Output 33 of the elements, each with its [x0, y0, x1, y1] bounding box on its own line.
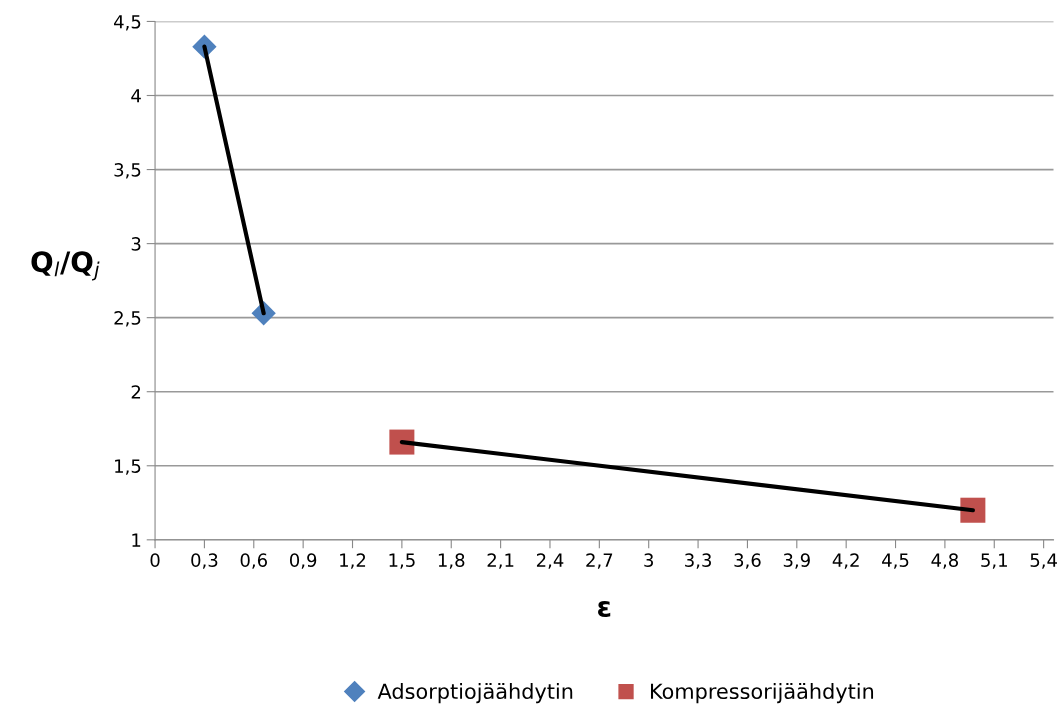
- x-tick-label: 0,9: [289, 553, 317, 569]
- x-tick-label: 1,5: [389, 553, 415, 569]
- y-axis-title: Q$_{l}$/Q$_{j}$: [31, 251, 100, 281]
- x-tick-label: 2,4: [536, 553, 564, 569]
- x-tick-label: 3,6: [734, 553, 761, 569]
- y-tick-label: 4,5: [114, 15, 141, 31]
- x-tick-label: 3: [644, 553, 653, 567]
- x-tick-label: 3,9: [783, 553, 810, 569]
- y-tick-label: 3,5: [114, 163, 141, 179]
- x-tick-label: 1,8: [438, 553, 465, 569]
- x-tick-label: 5,1: [981, 553, 1007, 569]
- y-tick-label: 1,5: [115, 459, 141, 475]
- x-tick-label: 3,3: [685, 553, 711, 569]
- x-tick-label: 0,3: [191, 553, 218, 569]
- x-tick-label: 5,4: [1030, 553, 1057, 569]
- x-tick-label: 2,1: [487, 553, 514, 569]
- x-tick-label: 4,2: [832, 553, 859, 569]
- x-tick-label: 0,6: [240, 553, 267, 569]
- y-tick-label: 4: [131, 89, 141, 103]
- y-tick-label: 3: [131, 237, 141, 251]
- x-tick-label: 4,5: [882, 553, 909, 569]
- legend-label: Kompressorijäähdytin: [651, 682, 874, 704]
- y-tick-label: 2,5: [114, 311, 141, 327]
- x-tick-label: 2,7: [586, 553, 613, 569]
- x-tick-label: 0: [150, 553, 160, 567]
- point: [389, 429, 415, 455]
- y-tick-label: 1: [132, 533, 141, 547]
- x-axis-title: ε: [598, 601, 611, 617]
- legend-label: Adsorptiojäähdytin: [377, 682, 573, 704]
- y-tick-label: 2: [131, 385, 141, 399]
- point: [960, 497, 986, 523]
- x-tick-label: 1,2: [340, 553, 366, 569]
- x-tick-label: 4,8: [931, 553, 959, 569]
